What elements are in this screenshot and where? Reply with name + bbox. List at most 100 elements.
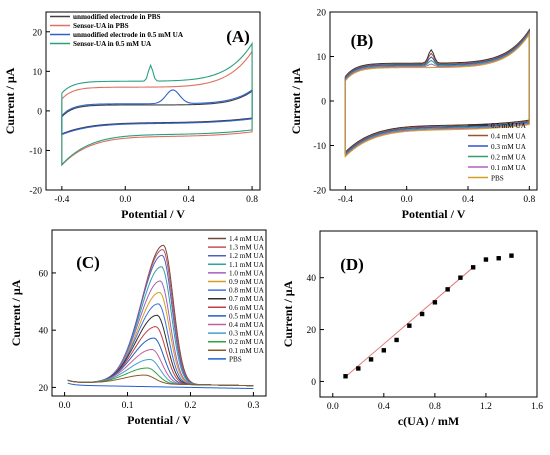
legend-label: 0.3 mM UA bbox=[491, 143, 527, 151]
legend-label: 1.4 mM UA bbox=[229, 235, 265, 243]
x-tick-label: 0.4 bbox=[378, 402, 390, 412]
panel-3-axes: 0.0 0.4 0.8 1.2 1.6 0 20 40 c(UA) / mM Current / … bbox=[281, 230, 543, 428]
dpv-curve-9 bbox=[67, 337, 254, 387]
x-tick-label: -0.4 bbox=[338, 195, 353, 205]
legend-label: 0.2 mM UA bbox=[229, 338, 265, 346]
x-axis-title: Potential / V bbox=[127, 413, 191, 427]
panel-b-legend: 0.5 mM UA 0.4 mM UA 0.3 mM UA 0.2 mM UA 0.1 … bbox=[468, 122, 527, 183]
x-tick-label: 0.3 bbox=[247, 401, 259, 411]
x-tick-label: 1.2 bbox=[480, 402, 492, 412]
legend-label: 0.4 mM UA bbox=[229, 321, 265, 329]
data-point bbox=[381, 348, 387, 353]
data-point bbox=[407, 323, 412, 328]
y-axis-title: Current / μA bbox=[9, 279, 23, 346]
legend-label: 0.4 mM UA bbox=[491, 133, 527, 141]
data-point bbox=[458, 275, 463, 280]
legend-label: 1.2 mM UA bbox=[229, 252, 265, 260]
legend-label: 0.1 mM UA bbox=[491, 164, 527, 172]
panel-c-series bbox=[67, 244, 254, 390]
data-point bbox=[483, 257, 489, 262]
x-tick-label: 0.2 bbox=[185, 401, 197, 411]
legend-label: 0.9 mM UA bbox=[229, 278, 265, 286]
panel-1-axes: -0.4 0.0 0.4 0.8 -20 -10 0 10 20 Potential / V Cur… bbox=[289, 9, 538, 221]
x-tick-label: 0.4 bbox=[183, 195, 195, 205]
dpv-curve-13 bbox=[67, 374, 254, 387]
legend-label: PBS bbox=[229, 355, 242, 363]
legend-label: 0.3 mM UA bbox=[229, 330, 265, 338]
cv-curve-1 bbox=[61, 49, 253, 167]
data-point bbox=[356, 366, 361, 371]
legend-label: unmodified electrode in PBS bbox=[73, 13, 161, 21]
y-tick-label: 40 bbox=[39, 327, 49, 337]
y-tick-label: 20 bbox=[39, 384, 49, 394]
panel-label: (D) bbox=[340, 255, 364, 274]
y-tick-label: 20 bbox=[307, 326, 317, 336]
y-tick-label: -20 bbox=[313, 187, 326, 197]
legend-label: 0.6 mM UA bbox=[229, 304, 265, 312]
x-axis-title: c(UA) / mM bbox=[398, 414, 459, 428]
x-tick-label: 0.0 bbox=[59, 401, 71, 411]
cv-curve-3 bbox=[61, 41, 253, 167]
y-tick-label: 0 bbox=[321, 98, 326, 108]
legend-label: 0.5 mM UA bbox=[229, 312, 265, 320]
legend-label: Sensor-UA in 0.5 mM UA bbox=[73, 40, 152, 48]
panel-2-axes: 0.0 0.1 0.2 0.3 20 40 60 Potential / V Current /… bbox=[9, 229, 267, 427]
legend-label: Sensor-UA in PBS bbox=[73, 22, 129, 30]
y-tick-label: 10 bbox=[317, 53, 327, 63]
legend-label: 0.1 mM UA bbox=[229, 347, 265, 355]
data-point bbox=[496, 256, 501, 261]
x-tick-label: 0.0 bbox=[401, 195, 413, 205]
x-tick-label: 0.0 bbox=[119, 195, 131, 205]
x-tick-label: 0.8 bbox=[429, 402, 441, 412]
y-tick-label: -10 bbox=[29, 147, 42, 157]
y-tick-label: 0 bbox=[311, 378, 316, 388]
dpv-curve-14 bbox=[67, 382, 254, 390]
x-tick-label: 0.1 bbox=[122, 401, 134, 411]
y-tick-label: 40 bbox=[307, 274, 317, 284]
data-point bbox=[343, 374, 348, 379]
y-tick-label: 10 bbox=[33, 68, 43, 78]
y-tick-label: 0 bbox=[37, 107, 42, 117]
panel-a-series bbox=[61, 41, 253, 167]
x-tick-label: 0.0 bbox=[327, 402, 339, 412]
data-point bbox=[432, 300, 438, 305]
x-tick-label: -0.4 bbox=[54, 195, 69, 205]
data-point bbox=[419, 311, 425, 317]
y-tick-label: 60 bbox=[39, 269, 49, 279]
y-tick-label: 20 bbox=[33, 28, 43, 38]
data-point bbox=[445, 287, 450, 292]
dpv-curve-10 bbox=[67, 349, 254, 387]
legend-label: 0.2 mM UA bbox=[491, 154, 527, 162]
panel-d-series bbox=[343, 253, 514, 379]
x-axis-title: Potential / V bbox=[402, 207, 466, 221]
legend-label: 1.3 mM UA bbox=[229, 244, 265, 252]
y-tick-label: -10 bbox=[313, 142, 326, 152]
plot-frame bbox=[51, 229, 267, 397]
panel-label: (B) bbox=[351, 31, 374, 50]
cv-curve-5 bbox=[344, 32, 530, 158]
panel-label: (C) bbox=[76, 253, 100, 272]
panel-label: (A) bbox=[226, 27, 250, 46]
y-axis-title: Current / μA bbox=[3, 67, 17, 134]
legend-label: PBS bbox=[491, 175, 504, 183]
dpv-curve-3 bbox=[67, 266, 254, 387]
x-tick-label: 0.8 bbox=[523, 195, 535, 205]
data-point bbox=[368, 357, 374, 362]
legend-label: 1.0 mM UA bbox=[229, 269, 265, 277]
legend-label: unmodified electrode in 0.5 mM UA bbox=[73, 31, 184, 39]
legend-label: 0.7 mM UA bbox=[229, 295, 265, 303]
x-tick-label: 1.6 bbox=[531, 402, 543, 412]
legend-label: 1.1 mM UA bbox=[229, 261, 265, 269]
data-point bbox=[470, 265, 476, 270]
plot-frame bbox=[45, 11, 261, 191]
panel-c-legend: 1.4 mM UA1.3 mM UA1.2 mM UA1.1 mM UA1.0 … bbox=[208, 235, 265, 363]
y-tick-label: -20 bbox=[29, 187, 42, 197]
cv-curve-2 bbox=[61, 88, 253, 136]
y-axis-title: Current / μA bbox=[289, 67, 303, 134]
x-tick-label: 0.8 bbox=[246, 195, 258, 205]
y-axis-title: Current / μA bbox=[281, 280, 295, 347]
fit-line bbox=[345, 266, 474, 378]
y-tick-label: 20 bbox=[317, 9, 327, 19]
